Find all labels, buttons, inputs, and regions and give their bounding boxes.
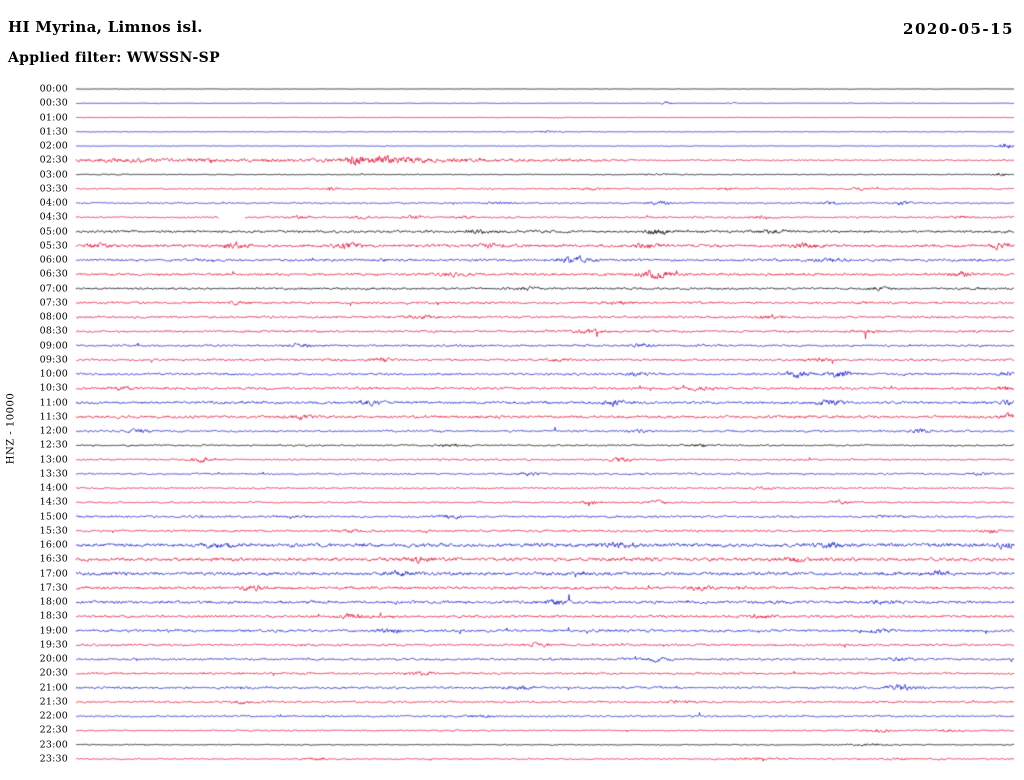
time-label: 01:30 [39, 126, 68, 138]
time-label: 13:30 [39, 468, 68, 480]
time-label: 21:00 [39, 682, 68, 694]
time-label: 10:30 [39, 382, 68, 394]
time-label: 14:30 [39, 496, 68, 508]
time-label: 00:00 [39, 83, 68, 95]
station-title: HI Myrina, Limnos isl. [8, 18, 203, 36]
time-label: 06:00 [39, 254, 68, 266]
time-label: 10:00 [39, 368, 68, 380]
time-label: 18:30 [39, 610, 68, 622]
time-label: 14:00 [39, 482, 68, 494]
time-label: 05:00 [39, 226, 68, 238]
record-date: 2020-05-15 [903, 20, 1014, 38]
time-label: 20:30 [39, 667, 68, 679]
time-label: 11:30 [39, 411, 68, 423]
time-label: 21:30 [39, 696, 68, 708]
time-label: 20:00 [39, 653, 68, 665]
time-label: 23:00 [39, 739, 68, 751]
time-label: 06:30 [39, 268, 68, 280]
time-label: 22:00 [39, 710, 68, 722]
time-label: 04:00 [39, 197, 68, 209]
time-label: 16:00 [39, 539, 68, 551]
time-label: 19:00 [39, 625, 68, 637]
filter-label: Applied filter: WWSSN-SP [8, 50, 220, 66]
time-label: 02:00 [39, 140, 68, 152]
time-label: 04:30 [39, 211, 68, 223]
time-label: 08:00 [39, 311, 68, 323]
time-label: 11:00 [39, 397, 68, 409]
time-label: 17:00 [39, 568, 68, 580]
time-label: 15:30 [39, 525, 68, 537]
time-axis: 00:00 00:30 01:00 01:30 02:00 02:30 03:00 03:30… [0, 0, 70, 780]
time-label: 12:30 [39, 439, 68, 451]
time-label: 01:00 [39, 112, 68, 123]
time-label: 09:00 [39, 340, 68, 352]
time-label: 09:30 [39, 354, 68, 366]
time-label: 19:30 [39, 639, 68, 651]
time-label: 02:30 [39, 154, 68, 166]
time-label: 16:30 [39, 553, 68, 565]
time-label: 00:30 [39, 97, 68, 109]
time-label: 22:30 [39, 724, 68, 736]
time-label: 03:00 [39, 169, 68, 181]
time-label: 18:00 [39, 596, 68, 608]
time-label: 17:30 [39, 582, 68, 594]
time-label: 05:30 [39, 240, 68, 252]
time-label: 07:00 [39, 283, 68, 295]
time-label: 12:00 [39, 425, 68, 437]
time-label: 23:30 [39, 753, 68, 765]
time-label: 13:00 [39, 454, 68, 466]
time-label: 15:00 [39, 511, 68, 523]
time-label: 03:30 [39, 183, 68, 195]
time-label: 08:30 [39, 325, 68, 337]
time-label: 07:30 [39, 297, 68, 309]
